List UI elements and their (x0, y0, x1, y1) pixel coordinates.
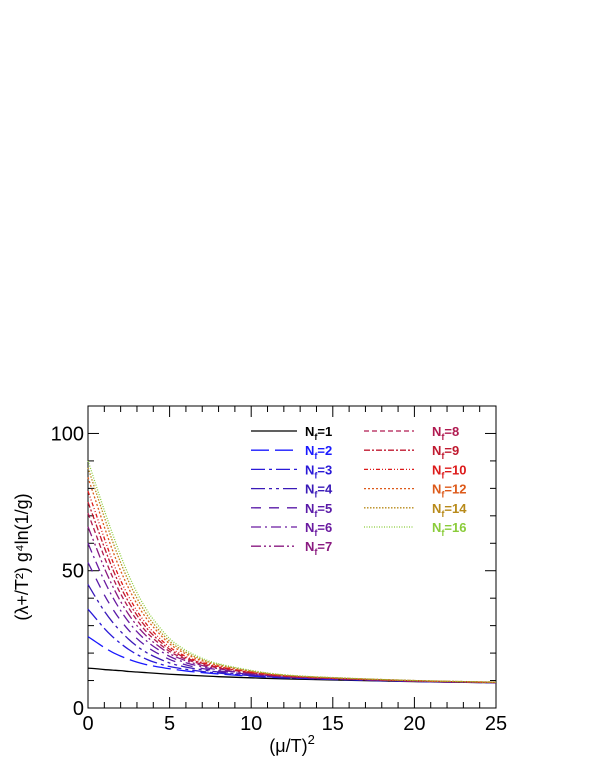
legend-label: Nf=14 (432, 501, 467, 519)
series-line-n-f-7 (87, 526, 497, 684)
series-line-n-f-6 (87, 543, 497, 684)
series-line-n-f-10 (87, 490, 497, 684)
y-axis-ticks: 0 50 100 (51, 405, 496, 720)
legend-label: Nf=9 (432, 443, 459, 461)
series-line-n-f-1 (87, 667, 497, 684)
legend-label: Nf=6 (305, 520, 332, 538)
x-tick-label: 0 (82, 713, 93, 735)
y-tick-label: 50 (62, 561, 84, 583)
x-axis-label-main: (μ/T) (269, 736, 307, 756)
x-tick-label: 25 (485, 713, 507, 735)
x-tick-label: 5 (164, 713, 175, 735)
legend-label: Nf=12 (432, 482, 466, 500)
legend-label: Nf=16 (432, 520, 466, 538)
plot-frame (87, 405, 497, 709)
y-axis-label: (λ+/T²) g⁴ln(1/g) (12, 493, 32, 620)
legend: Nf=1Nf=2Nf=3Nf=4Nf=5Nf=6Nf=7Nf=8Nf=9Nf=1… (251, 424, 467, 557)
legend-label: Nf=4 (305, 482, 333, 500)
x-axis-label: (μ/T)2 (269, 732, 315, 756)
legend-label: Nf=8 (432, 424, 459, 442)
legend-label: Nf=3 (305, 462, 332, 480)
series-line-n-f-5 (87, 562, 497, 684)
x-tick-label: 15 (322, 713, 344, 735)
y-tick-label: 100 (51, 423, 84, 445)
series-line-n-f-8 (87, 512, 497, 684)
series-lines (87, 460, 497, 684)
legend-label: Nf=10 (432, 462, 466, 480)
series-line-n-f-3 (87, 608, 497, 684)
legend-label: Nf=5 (305, 501, 332, 519)
legend-label: Nf=7 (305, 539, 332, 557)
x-tick-label: 20 (403, 713, 425, 735)
x-axis-label-sup: 2 (308, 732, 315, 747)
series-line-n-f-4 (87, 584, 497, 684)
series-line-n-f-16 (87, 460, 497, 683)
series-line-n-f-9 (87, 501, 497, 684)
legend-label: Nf=1 (305, 424, 332, 442)
x-tick-label: 10 (240, 713, 262, 735)
legend-label: Nf=2 (305, 443, 332, 461)
x-axis-ticks: 0 5 10 15 20 25 (82, 406, 507, 735)
y-tick-label: 0 (73, 698, 84, 720)
